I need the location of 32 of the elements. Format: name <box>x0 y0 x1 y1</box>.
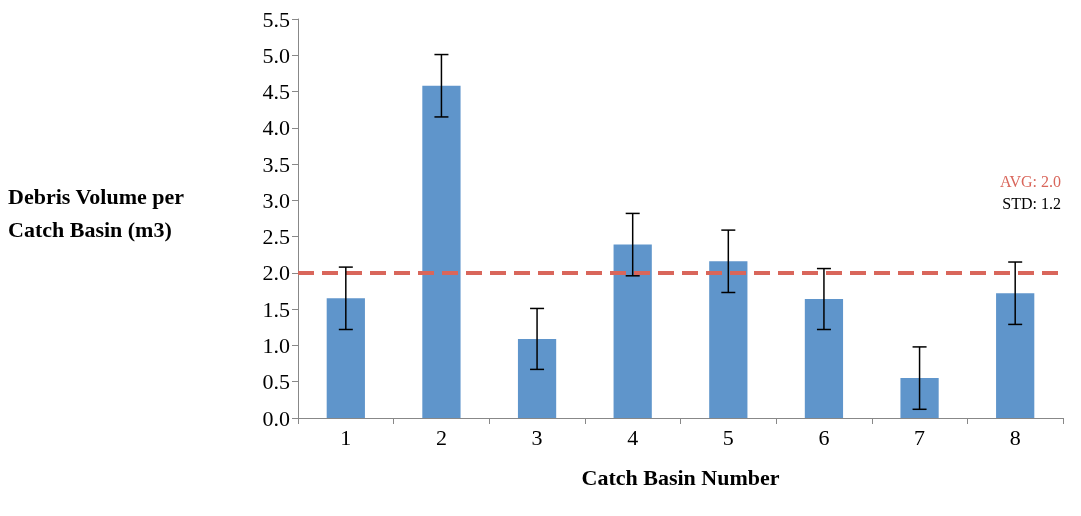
y-tick-label: 0.5 <box>262 369 290 395</box>
bar <box>517 338 557 418</box>
y-tick-label: 2.5 <box>262 224 290 250</box>
x-tick-label: 7 <box>914 424 926 450</box>
ref-line-label: AVG: 2.0 <box>999 172 1061 190</box>
bar <box>326 298 365 418</box>
annotation: STD: 1.2 <box>1002 194 1061 212</box>
x-tick-label: 3 <box>531 424 543 450</box>
y-tick-label: 0.0 <box>262 405 290 431</box>
y-tick-label: 4.0 <box>262 115 290 141</box>
bar <box>613 244 652 418</box>
x-tick-label: 5 <box>722 424 734 450</box>
y-tick-label: 5.0 <box>262 42 290 68</box>
y-tick-label: 1.0 <box>262 332 290 358</box>
bar <box>900 378 939 418</box>
y-axis-title: Debris Volume per Catch Basin (m3) <box>8 184 190 242</box>
y-tick-label: 1.5 <box>262 296 290 322</box>
x-axis-title: Catch Basin Number <box>581 464 780 490</box>
x-tick-label: 4 <box>627 424 639 450</box>
y-tick-label: 3.5 <box>262 151 290 177</box>
y-tick-label: 4.5 <box>262 79 290 105</box>
x-tick-label: 2 <box>435 424 447 450</box>
y-tick-label: 2.0 <box>262 260 290 286</box>
bar <box>804 299 844 418</box>
x-tick-label: 8 <box>1009 424 1021 450</box>
bar <box>996 293 1035 418</box>
bar <box>709 261 748 418</box>
bar <box>422 85 461 418</box>
x-tick-label: 1 <box>340 424 352 450</box>
y-tick-label: 5.5 <box>262 6 290 32</box>
x-tick-label: 6 <box>818 424 830 450</box>
y-tick-label: 3.0 <box>262 187 290 213</box>
